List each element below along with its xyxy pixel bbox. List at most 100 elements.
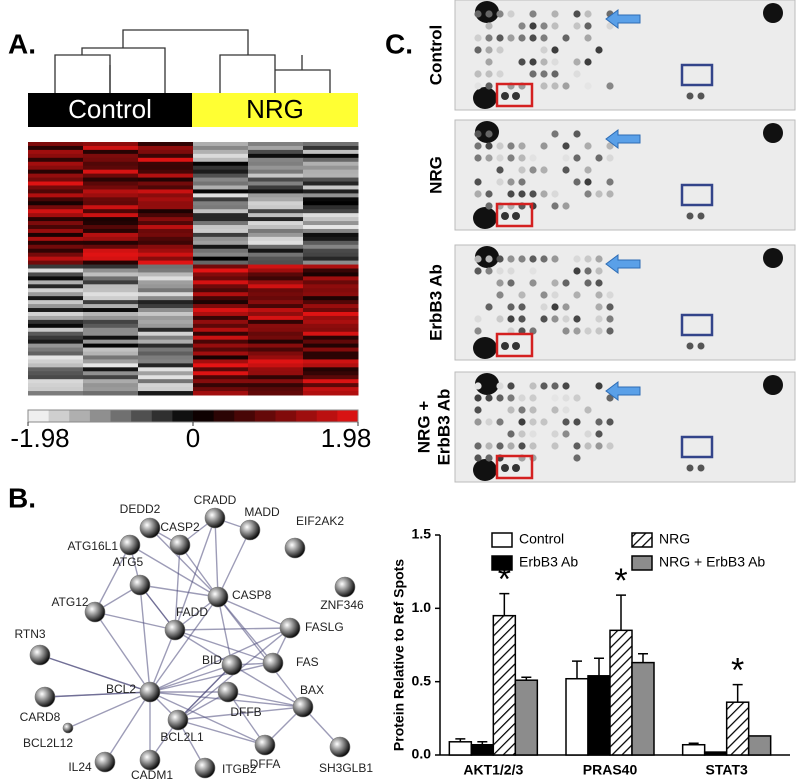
- heatmap-cell: [193, 161, 249, 167]
- heatmap-cell: [303, 232, 359, 238]
- blot-dot: [474, 382, 482, 390]
- bar: [587, 675, 611, 756]
- blot-dot: [573, 130, 581, 138]
- blue-box: [680, 183, 714, 207]
- heatmap-cell: [193, 347, 249, 353]
- network-node: [254, 734, 276, 756]
- blot-dot: [529, 406, 537, 414]
- blot-dot: [474, 267, 482, 275]
- heatmap-cell: [138, 272, 194, 277]
- network-edge: [177, 706, 304, 721]
- blot-dot: [518, 430, 526, 438]
- node-label: BAX: [300, 683, 324, 697]
- blot-dot: [606, 142, 614, 150]
- network-node: [139, 517, 161, 539]
- heatmap-cell: [83, 213, 139, 218]
- heatmap-cell: [83, 363, 139, 368]
- condition-label: NRG: [426, 156, 445, 194]
- heatmap-cell: [248, 335, 304, 341]
- heatmap-cell: [28, 304, 84, 309]
- heatmap-cell: [193, 343, 249, 349]
- heatmap-cell: [83, 217, 139, 222]
- heatmap-cell: [138, 209, 194, 214]
- ref-spot: [763, 248, 783, 268]
- heatmap-cell: [248, 355, 304, 360]
- network-node: [329, 736, 351, 758]
- blot-dot: [606, 394, 614, 402]
- blue-box: [680, 63, 714, 87]
- node-label: CASP8: [232, 588, 272, 602]
- network-node: [292, 696, 314, 718]
- blot-dot: [496, 142, 504, 150]
- heatmap-cell: [303, 351, 359, 356]
- blot-dot: [496, 394, 504, 402]
- blot-dot: [584, 22, 592, 30]
- blot-dot: [551, 58, 559, 66]
- heatmap-cell: [248, 221, 304, 226]
- blot-dot: [518, 34, 526, 42]
- heatmap-cell: [193, 300, 249, 305]
- heatmap-cell: [248, 236, 304, 242]
- heatmap-cell: [83, 236, 139, 242]
- heatmap-cell: [83, 379, 139, 384]
- heatmap-cell: [193, 387, 249, 392]
- blot-dot: [518, 58, 526, 66]
- heatmap-cell: [248, 304, 304, 309]
- blot-dot: [529, 34, 537, 42]
- heatmap-cell: [303, 197, 359, 202]
- heatmap-cell: [83, 288, 139, 293]
- blot-dot: [529, 267, 537, 275]
- heatmap-cell: [28, 209, 84, 214]
- error-bar: [455, 738, 466, 742]
- blot-dot: [507, 279, 515, 287]
- blot-dot: [573, 154, 581, 162]
- heatmap-cell: [248, 351, 304, 356]
- error-bar: [616, 594, 626, 631]
- heatmap-cell: [303, 359, 359, 364]
- blot-dot: [551, 82, 559, 90]
- blot-dot: [501, 342, 509, 350]
- blot-dot: [686, 212, 694, 220]
- significance-mark: *: [731, 652, 744, 690]
- heatmap-cell: [138, 391, 194, 396]
- blue-box: [680, 313, 714, 337]
- network-edge: [149, 527, 219, 598]
- blot-dot: [485, 10, 493, 18]
- blot-dot: [507, 303, 515, 311]
- x-tick-label: PRAS40: [583, 762, 638, 778]
- blot-dot: [496, 279, 504, 287]
- heatmap-cell: [28, 193, 84, 198]
- heatmap-cell: [138, 181, 194, 186]
- blot-dot: [496, 70, 504, 78]
- blot-dot: [606, 315, 614, 323]
- heatmap-cell: [303, 173, 359, 179]
- heatmap-cell: [248, 185, 304, 190]
- heatmap-cell: [193, 339, 249, 345]
- heatmap-cell: [193, 311, 249, 317]
- heatmap-cell: [303, 268, 359, 273]
- node-label: BID: [202, 653, 222, 667]
- heatmap-cell: [138, 311, 194, 317]
- heatmap-cell: [83, 169, 139, 175]
- y-axis-label: Protein Relative to Ref Spots: [391, 559, 407, 751]
- heatmap-cell: [248, 331, 304, 337]
- blot-dot: [595, 279, 603, 287]
- heatmap-cell: [138, 355, 194, 360]
- heatmap-cell: [303, 149, 359, 155]
- network-node: [221, 654, 243, 676]
- network-node: [129, 574, 151, 596]
- heatmap-cell: [248, 189, 304, 194]
- network-node: [62, 722, 74, 734]
- heatmap-cell: [83, 319, 139, 325]
- heatmap-cell: [138, 383, 194, 388]
- heatmap-cell: [303, 248, 359, 254]
- heatmap-cell: [303, 165, 359, 171]
- blot-dot: [595, 303, 603, 311]
- blot-dot: [507, 178, 515, 186]
- bar: [514, 679, 539, 756]
- heatmap-cell: [248, 213, 304, 218]
- blot-dot: [562, 406, 570, 414]
- heatmap-cell: [248, 173, 304, 179]
- heatmap-cell: [303, 256, 359, 262]
- blot-dot: [507, 34, 515, 42]
